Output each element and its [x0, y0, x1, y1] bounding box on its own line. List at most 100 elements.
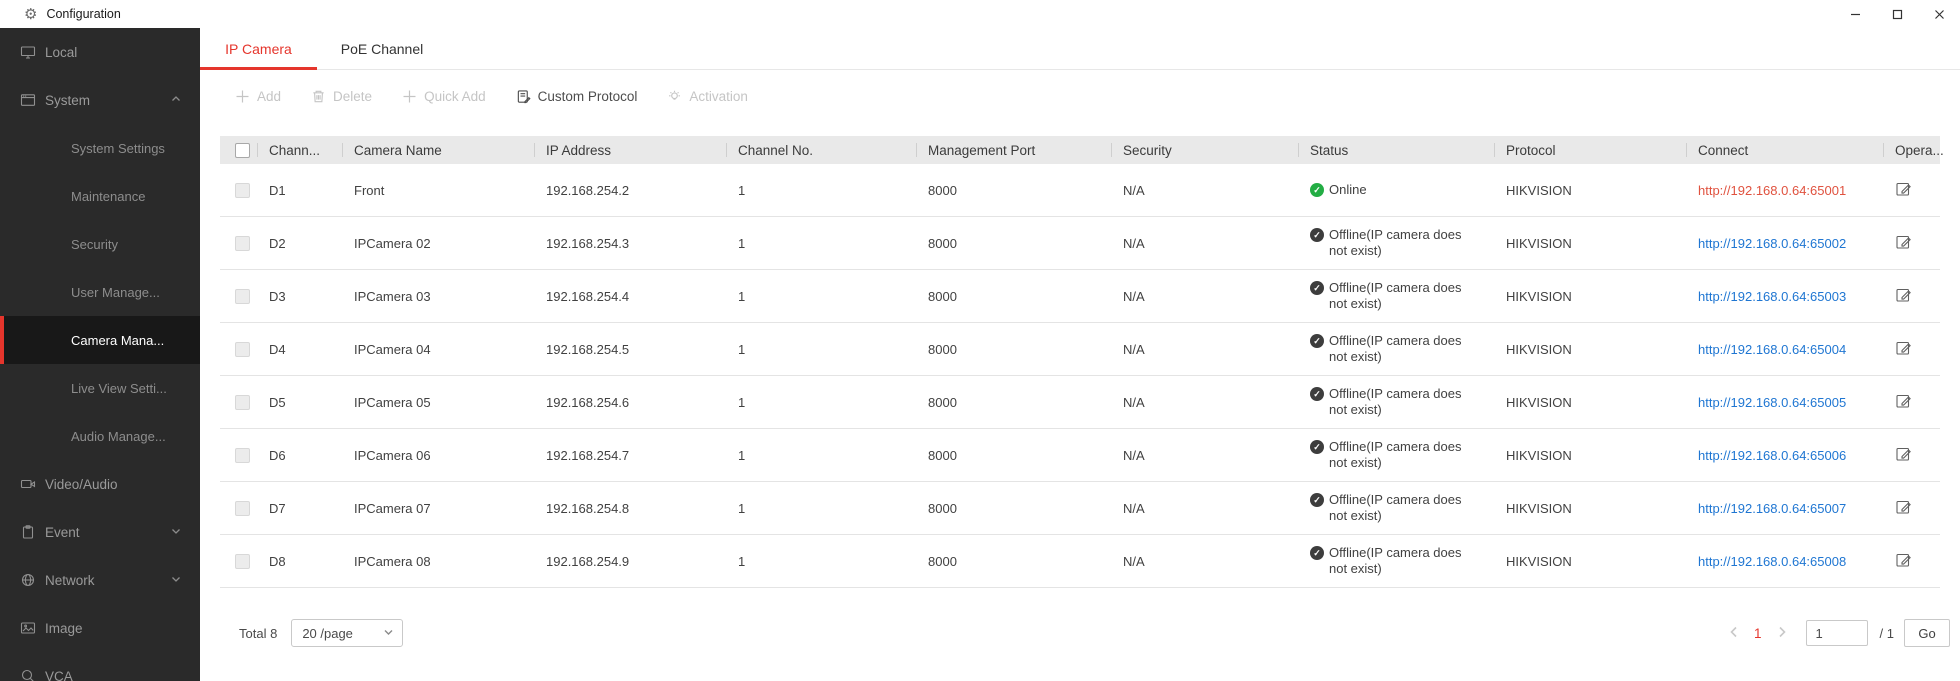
connect-link[interactable]: http://192.168.0.64:65004	[1698, 341, 1847, 357]
edit-icon[interactable]	[1895, 500, 1913, 519]
row-checkbox[interactable]	[235, 553, 250, 569]
column-header-operation: Opera...	[1883, 142, 1944, 158]
camera-name-cell: IPCamera 04	[354, 341, 431, 357]
sidebar-item-label: Network	[45, 572, 95, 588]
edit-icon[interactable]	[1895, 341, 1913, 360]
connect-cell: http://192.168.0.64:65004	[1698, 342, 1895, 357]
row-checkbox[interactable]	[235, 288, 250, 304]
camera-name-cell: Front	[354, 182, 385, 198]
tab-ip-camera[interactable]: IP Camera	[200, 28, 317, 70]
status-cell: ✓ Offline(IP camera does not exist)	[1310, 439, 1506, 471]
page-jump-input[interactable]: 1	[1805, 620, 1868, 646]
sidebar-item-live-view-settings[interactable]: Live View Setti...	[0, 364, 200, 412]
maximize-icon	[1892, 9, 1902, 19]
toolbar: Add Delete Quick Add Custom Protocol Act…	[200, 70, 1960, 122]
row-select-cell	[220, 341, 269, 357]
sidebar-item-image[interactable]: Image	[0, 604, 200, 652]
table-row: D4 IPCamera 04 192.168.254.5 1 8000 N/A …	[220, 323, 1940, 376]
sidebar-item-camera-management[interactable]: Camera Mana...	[0, 316, 200, 364]
security-cell: N/A	[1123, 553, 1145, 569]
row-checkbox[interactable]	[235, 447, 250, 463]
tab-bar: IP Camera PoE Channel	[200, 28, 1960, 70]
sidebar-item-local[interactable]: Local	[0, 28, 200, 76]
row-checkbox[interactable]	[235, 500, 250, 516]
connect-cell: http://192.168.0.64:65007	[1698, 501, 1895, 516]
status-icon: ✓	[1310, 281, 1324, 295]
camcorder-icon	[20, 476, 36, 492]
edit-icon[interactable]	[1895, 235, 1913, 254]
protocol-cell: HIKVISION	[1506, 500, 1572, 516]
activation-button[interactable]: Activation	[667, 89, 748, 104]
row-checkbox[interactable]	[235, 182, 250, 198]
row-checkbox[interactable]	[235, 341, 250, 357]
sidebar-item-user-management[interactable]: User Manage...	[0, 268, 200, 316]
connect-link[interactable]: http://192.168.0.64:65002	[1698, 235, 1847, 251]
window-controls	[1834, 0, 1960, 28]
minimize-button[interactable]	[1834, 0, 1876, 28]
connect-link[interactable]: http://192.168.0.64:65003	[1698, 288, 1847, 304]
camera-name-cell: IPCamera 02	[354, 235, 431, 251]
add-button[interactable]: Add	[235, 89, 281, 104]
status-icon: ✓	[1310, 387, 1324, 401]
edit-icon[interactable]	[1895, 288, 1913, 307]
row-select-cell	[220, 288, 269, 304]
go-button[interactable]: Go	[1904, 619, 1950, 647]
page-size-select[interactable]: 20 /page	[291, 619, 404, 647]
custom-protocol-button[interactable]: Custom Protocol	[516, 89, 637, 104]
connect-link[interactable]: http://192.168.0.64:65007	[1698, 500, 1847, 516]
channel-cell: D2	[269, 235, 286, 251]
table-row: D7 IPCamera 07 192.168.254.8 1 8000 N/A …	[220, 482, 1940, 535]
edit-icon[interactable]	[1895, 394, 1913, 413]
total-count-label: Total 8	[239, 625, 278, 641]
edit-icon[interactable]	[1895, 182, 1913, 201]
current-page-number[interactable]: 1	[1754, 625, 1762, 641]
quick-add-button[interactable]: Quick Add	[402, 89, 486, 104]
sidebar-item-label: VCA	[45, 668, 73, 681]
row-checkbox[interactable]	[235, 235, 250, 251]
sidebar-item-system-settings[interactable]: System Settings	[0, 124, 200, 172]
row-select-cell	[220, 500, 269, 516]
maximize-button[interactable]	[1876, 0, 1918, 28]
status-icon: ✓	[1310, 183, 1324, 197]
channel-no-cell: 1	[738, 553, 746, 569]
sidebar-item-video-audio[interactable]: Video/Audio	[0, 460, 200, 508]
pager: 1	[1728, 626, 1788, 641]
sidebar-item-maintenance[interactable]: Maintenance	[0, 172, 200, 220]
sidebar-item-event[interactable]: Event	[0, 508, 200, 556]
picture-icon	[20, 620, 36, 636]
operation-cell	[1895, 339, 1940, 360]
connect-link[interactable]: http://192.168.0.64:65006	[1698, 447, 1847, 463]
edit-icon[interactable]	[1895, 447, 1913, 466]
app-gear-icon: ⚙	[24, 5, 38, 23]
chevron-down-icon	[170, 525, 182, 540]
connect-cell: http://192.168.0.64:65006	[1698, 448, 1895, 463]
column-header-channel-no: Channel No.	[726, 143, 928, 158]
next-page-button[interactable]	[1776, 626, 1788, 641]
connect-link[interactable]: http://192.168.0.64:65008	[1698, 553, 1847, 569]
tab-poe-channel[interactable]: PoE Channel	[317, 28, 447, 70]
page-total-label: / 1	[1879, 625, 1894, 641]
connect-link[interactable]: http://192.168.0.64:65005	[1698, 394, 1847, 410]
close-button[interactable]	[1918, 0, 1960, 28]
row-checkbox[interactable]	[235, 394, 250, 410]
sidebar-item-vca[interactable]: VCA	[0, 652, 200, 681]
security-cell: N/A	[1123, 447, 1145, 463]
select-all-checkbox[interactable]	[235, 142, 250, 158]
table-row: D6 IPCamera 06 192.168.254.7 1 8000 N/A …	[220, 429, 1940, 482]
previous-page-button[interactable]	[1728, 626, 1740, 641]
delete-button[interactable]: Delete	[311, 89, 372, 104]
delete-button-label: Delete	[333, 88, 373, 104]
sidebar-item-label: Video/Audio	[45, 476, 118, 492]
custom-protocol-icon	[517, 89, 531, 103]
go-button-label: Go	[1918, 625, 1936, 641]
edit-icon[interactable]	[1895, 553, 1913, 572]
ip-address-cell: 192.168.254.8	[546, 500, 630, 516]
sidebar-item-network[interactable]: Network	[0, 556, 200, 604]
sidebar-item-system[interactable]: System	[0, 76, 200, 124]
connect-link[interactable]: http://192.168.0.64:65001	[1698, 182, 1847, 198]
security-cell: N/A	[1123, 288, 1145, 304]
operation-cell	[1895, 392, 1940, 413]
protocol-cell: HIKVISION	[1506, 447, 1572, 463]
sidebar-item-audio-management[interactable]: Audio Manage...	[0, 412, 200, 460]
sidebar-item-security[interactable]: Security	[0, 220, 200, 268]
